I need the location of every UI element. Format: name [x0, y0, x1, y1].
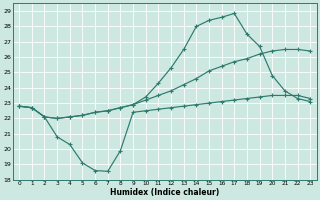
X-axis label: Humidex (Indice chaleur): Humidex (Indice chaleur) — [110, 188, 219, 197]
